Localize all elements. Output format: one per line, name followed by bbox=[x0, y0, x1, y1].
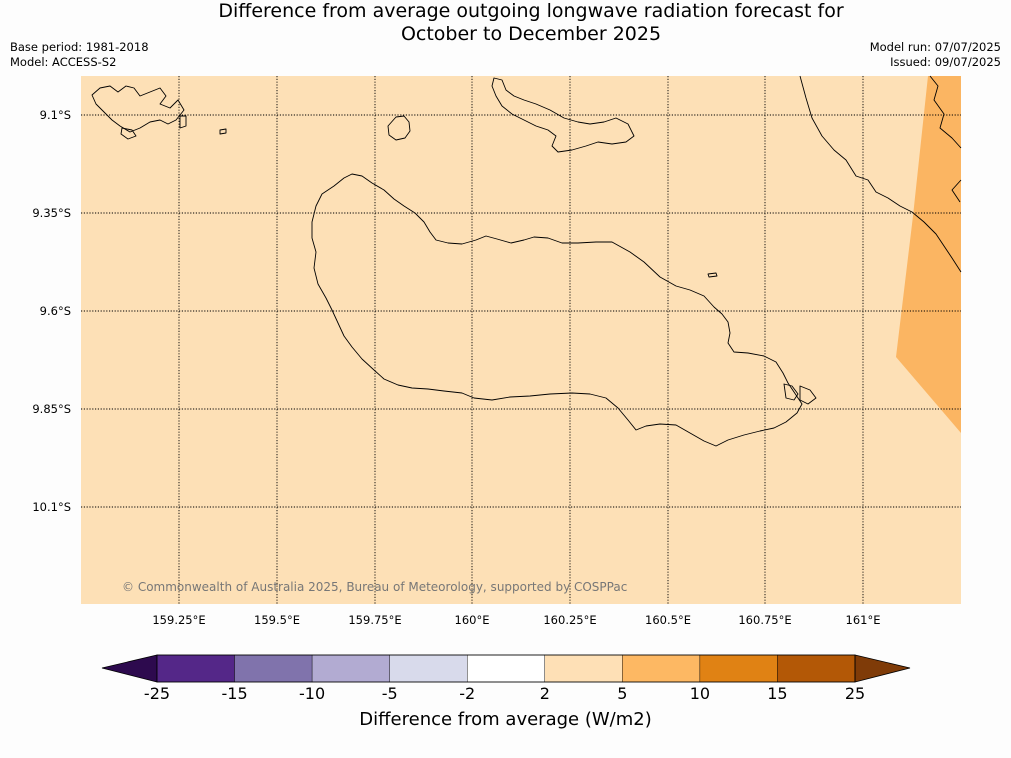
lat-label-9-1: 9.1°S bbox=[39, 108, 71, 122]
base-period: Base period: 1981-2018 bbox=[10, 40, 149, 54]
russell-small-3 bbox=[179, 115, 187, 129]
lon-label-160: 160°E bbox=[454, 613, 490, 627]
russell-coastline bbox=[91, 85, 185, 133]
map-background bbox=[81, 76, 961, 604]
meta-right: Model run: 07/07/2025 Issued: 09/07/2025 bbox=[870, 40, 1001, 70]
nggela-coastline bbox=[491, 77, 635, 153]
colorbar-tick-label: 5 bbox=[617, 684, 628, 703]
colorbar-segments bbox=[156, 654, 856, 683]
lon-label-159-75: 159.75°E bbox=[348, 613, 402, 627]
copyright-notice: © Commonwealth of Australia 2025, Bureau… bbox=[122, 580, 628, 594]
title-line-2: October to December 2025 bbox=[400, 23, 662, 45]
colorbar-tick-label: -15 bbox=[221, 684, 248, 703]
anomaly-region bbox=[896, 76, 961, 433]
colorbar-low-extend bbox=[101, 654, 158, 683]
savo-coastline bbox=[387, 115, 411, 141]
colorbar-segment bbox=[467, 654, 545, 683]
colorbar-outline bbox=[156, 654, 856, 683]
lat-label-9-6: 9.6°S bbox=[39, 304, 71, 318]
lon-label-160-75: 160.75°E bbox=[738, 613, 792, 627]
colorbar-segment bbox=[544, 654, 623, 683]
colorbar-segment bbox=[622, 654, 701, 683]
model-name: Model: ACCESS-S2 bbox=[10, 55, 117, 69]
marau-islets-coastline bbox=[783, 383, 799, 401]
colorbar-tick-label: 15 bbox=[767, 684, 788, 703]
meta-left: Base period: 1981-2018 Model: ACCESS-S2 bbox=[10, 40, 149, 70]
lon-label-159-25: 159.25°E bbox=[152, 613, 206, 627]
colorbar-high-extend bbox=[854, 654, 911, 683]
coastlines bbox=[91, 75, 962, 447]
colorbar-tick-label: 25 bbox=[844, 684, 866, 703]
lon-label-159-5: 159.5°E bbox=[254, 613, 300, 627]
colorbar-segment bbox=[234, 654, 313, 683]
russell-small-2 bbox=[219, 128, 227, 135]
lon-label-161: 161°E bbox=[845, 613, 881, 627]
colorbar-segment bbox=[699, 654, 778, 683]
colorbar-segment bbox=[311, 654, 390, 683]
islet-coastline bbox=[707, 272, 718, 278]
malaita-coastline bbox=[799, 75, 962, 273]
colorbar-tick-label: -2 bbox=[459, 684, 476, 703]
colorbar-segment bbox=[156, 654, 235, 683]
colorbar-tick-label: 2 bbox=[539, 684, 550, 703]
colorbar-tick-label: -25 bbox=[143, 684, 171, 703]
lat-label-9-35: 9.35°S bbox=[32, 206, 71, 220]
colorbar-segment bbox=[777, 654, 856, 683]
lon-label-160-25: 160.25°E bbox=[543, 613, 597, 627]
colorbar-tick-label: -5 bbox=[381, 684, 398, 703]
colorbar-title: Difference from average (W/m2) bbox=[359, 709, 652, 730]
colorbar-tick-label: 10 bbox=[689, 684, 711, 703]
russell-small-1 bbox=[120, 127, 137, 140]
marau-islets-2 bbox=[799, 385, 817, 405]
model-run: Model run: 07/07/2025 bbox=[869, 40, 1001, 54]
title-line-1: Difference from average outgoing longwav… bbox=[218, 0, 844, 22]
lon-label-160-5: 160.5°E bbox=[645, 613, 691, 627]
malaita-east bbox=[951, 179, 962, 203]
issued-date: Issued: 09/07/2025 bbox=[890, 55, 1001, 69]
lat-label-9-85: 9.85°S bbox=[32, 402, 71, 416]
guadalcanal-coastline bbox=[311, 173, 803, 447]
malaita-north bbox=[929, 75, 962, 149]
chart-title: Difference from average outgoing longwav… bbox=[0, 0, 1011, 46]
colorbar-segment bbox=[389, 654, 468, 683]
lat-label-10-1: 10.1°S bbox=[32, 500, 71, 514]
graticule bbox=[81, 76, 961, 604]
colorbar-tick-label: -10 bbox=[299, 684, 326, 703]
